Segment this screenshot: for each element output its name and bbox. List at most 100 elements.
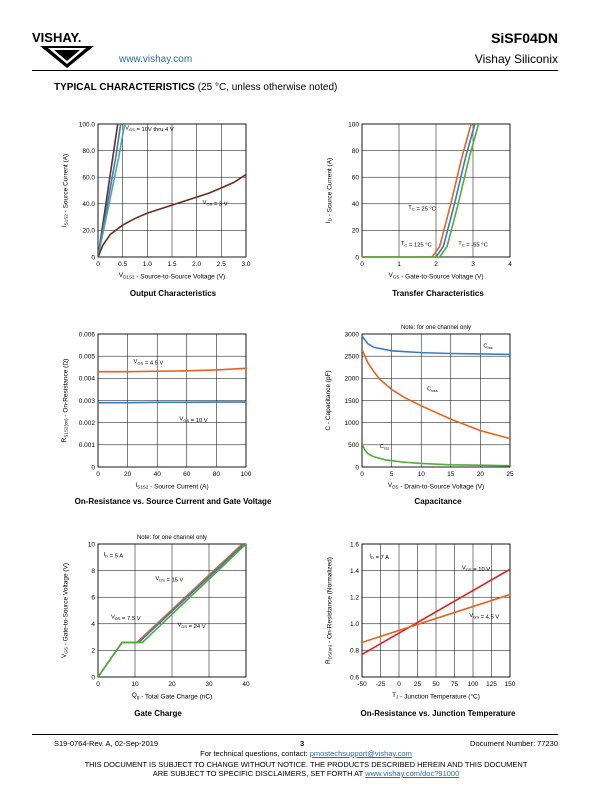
caption-transfer-characteristics: Transfer Characteristics xyxy=(392,289,484,298)
annotation-label: VGS = 4.5 V xyxy=(469,613,499,621)
y-tick-label: 4 xyxy=(91,621,95,628)
chart-capacitance: 0 5 10 15 20 25 0 500 1000 1500 2000 2500 3000 Ciss Co… xyxy=(325,325,514,491)
annotation-label: TC = 25 °C xyxy=(408,205,436,213)
x-tick-label: 0 xyxy=(397,681,401,688)
disclaimer-link[interactable]: www.vishay.com/doc?91000 xyxy=(365,769,460,778)
y-tick-label: 8 xyxy=(91,568,95,575)
x-tick-label: -50 xyxy=(357,681,367,688)
annotation-label: VGS = 4.5 V xyxy=(134,359,164,367)
x-tick-label: 20 xyxy=(168,681,176,688)
x-tick-label: 1.0 xyxy=(143,261,152,268)
x-tick-label: 20 xyxy=(124,471,132,478)
x-tick-label: 125 xyxy=(486,681,497,688)
annotation-label: ID = 5 A xyxy=(104,552,124,560)
series-line-0 xyxy=(98,544,243,677)
y-tick-label: 20.0 xyxy=(82,228,95,235)
annotation-label: VDS = 7.5 V xyxy=(111,614,141,622)
x-axis-label: VDS - Drain-to-Source Voltage (V) xyxy=(388,482,484,491)
y-tick-label: 10 xyxy=(88,541,96,548)
series-line-2 xyxy=(98,544,246,677)
y-tick-label: 60.0 xyxy=(82,175,95,182)
chart-on-resistance-vs-temperature: -50 -25 0 25 50 75 100 125 150 0.6 0.8 1.0 1.2 1.4 1.6… xyxy=(325,541,516,700)
series-line-0 xyxy=(362,335,510,356)
x-tick-label: 25 xyxy=(414,681,422,688)
x-tick-label: 0.5 xyxy=(118,261,127,268)
x-tick-label: 40 xyxy=(154,471,162,478)
plot-frame xyxy=(97,333,247,468)
annotation-label: VGS = 10 V xyxy=(462,565,490,573)
y-tick-label: 0 xyxy=(355,254,359,261)
svg-text:VISHAY.: VISHAY. xyxy=(32,30,81,45)
x-tick-label: 0 xyxy=(360,471,364,478)
vishay-logo-icon: VISHAY. xyxy=(32,30,94,68)
y-axis-label: ID - Source Current (A) xyxy=(325,158,334,223)
annotation-label: VDS = 15 V xyxy=(155,576,183,584)
y-tick-label: 0.005 xyxy=(79,353,96,360)
y-tick-label: 40 xyxy=(352,201,360,208)
y-tick-label: 500 xyxy=(348,442,359,449)
y-tick-label: 0 xyxy=(91,674,95,681)
y-tick-label: 0.8 xyxy=(350,648,359,655)
series-line-1 xyxy=(98,401,246,404)
y-tick-label: 0.006 xyxy=(79,331,96,338)
series-line-0 xyxy=(98,367,246,373)
x-tick-label: 3.0 xyxy=(241,261,250,268)
y-tick-label: 80.0 xyxy=(82,148,95,155)
x-tick-label: 150 xyxy=(505,681,516,688)
y-tick-label: 0 xyxy=(91,254,95,261)
y-tick-label: 1500 xyxy=(345,398,360,405)
series-line-2 xyxy=(98,124,126,257)
x-tick-label: 1 xyxy=(397,261,401,268)
chart-note: Note: for one channel only xyxy=(137,535,207,541)
y-tick-label: 20 xyxy=(352,228,360,235)
y-tick-label: 2 xyxy=(91,648,95,655)
y-axis-label: IS1S2 - Source Current (A) xyxy=(61,154,70,227)
x-tick-label: 2 xyxy=(434,261,438,268)
y-tick-label: 0.001 xyxy=(79,442,96,449)
series-line-1 xyxy=(362,124,472,257)
x-tick-label: 15 xyxy=(447,471,455,478)
x-tick-label: 0 xyxy=(96,681,100,688)
doc-revision: S19-0764-Rev. A, 02-Sep-2019 xyxy=(54,739,159,748)
contact-line: For technical questions, contact: pmoste… xyxy=(0,749,612,758)
y-tick-label: 1.4 xyxy=(350,568,359,575)
x-tick-label: 0 xyxy=(360,261,364,268)
x-tick-label: -25 xyxy=(376,681,386,688)
plot-frame xyxy=(361,333,511,468)
x-tick-label: 0 xyxy=(96,471,100,478)
x-tick-label: 40 xyxy=(242,681,250,688)
y-tick-label: 6 xyxy=(91,595,95,602)
x-tick-label: 20 xyxy=(477,471,485,478)
y-axis-label: RS1S2(on) - On-Resistance (Ω) xyxy=(61,359,70,443)
y-tick-label: 1.0 xyxy=(350,621,359,628)
y-tick-label: 1000 xyxy=(345,420,360,427)
annotation-label: TC = -55 °C xyxy=(458,241,488,249)
annotation-label: TC = 125 °C xyxy=(401,241,432,249)
x-tick-label: 10 xyxy=(418,471,426,478)
document-number: Document Number: 77230 xyxy=(470,739,558,748)
contact-prefix: For technical questions, contact: xyxy=(200,749,310,758)
y-tick-label: 2000 xyxy=(345,376,360,383)
page-number: 3 xyxy=(300,739,305,748)
contact-email-link[interactable]: pmostechsupport@vishay.com xyxy=(309,749,412,758)
caption-capacitance: Capacitance xyxy=(414,497,462,506)
x-tick-label: 60 xyxy=(183,471,191,478)
section-title-main: TYPICAL CHARACTERISTICS xyxy=(54,82,195,93)
x-tick-label: 2.0 xyxy=(192,261,201,268)
plot-frame xyxy=(361,543,511,678)
vishay-url[interactable]: www.vishay.com xyxy=(119,54,193,65)
annotation-label: VDS = 24 V xyxy=(178,622,206,630)
y-tick-label: 0 xyxy=(355,464,359,471)
y-tick-label: 40.0 xyxy=(82,201,95,208)
y-tick-label: 0.004 xyxy=(79,376,96,383)
series-line-0 xyxy=(362,124,476,257)
series-line-3 xyxy=(98,173,246,257)
caption-on-resistance-vs-current: On-Resistance vs. Source Current and Gat… xyxy=(74,497,272,506)
annotation-label: Coss xyxy=(427,387,438,394)
x-axis-label: Qg - Total Gate Charge (nC) xyxy=(132,692,212,701)
disclaimer-line-2: ARE SUBJECT TO SPECIFIC DISCLAIMERS, SET… xyxy=(0,769,612,778)
vishay-logo: VISHAY. xyxy=(32,26,104,70)
y-tick-label: 0.002 xyxy=(79,420,96,427)
y-axis-label: RDS(on) - On-Resistance (Normalized) xyxy=(325,557,334,664)
y-axis-label: C - Capacitance (pF) xyxy=(325,370,332,430)
